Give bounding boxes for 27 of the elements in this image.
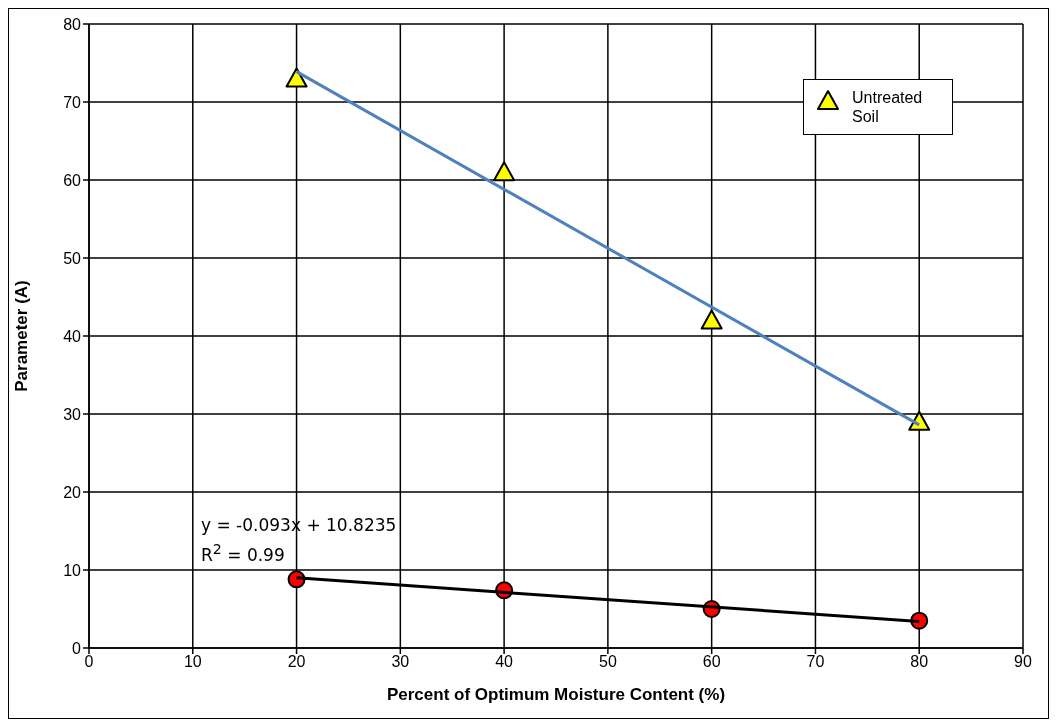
y-tick-label: 20 — [63, 483, 82, 501]
x-tick-label: 50 — [598, 653, 617, 671]
x-tick-label: 90 — [1014, 653, 1032, 671]
x-tick-label: 70 — [806, 653, 825, 671]
y-axis-title: Parameter (A) — [12, 280, 32, 392]
y-tick-label: 40 — [63, 327, 82, 345]
y-tick-label: 60 — [63, 171, 82, 189]
x-tick-label: 80 — [910, 653, 929, 671]
x-tick-label: 0 — [84, 653, 94, 671]
x-tick-label: 40 — [495, 653, 514, 671]
y-tick-label: 80 — [63, 15, 82, 33]
x-tick-label: 60 — [702, 653, 721, 671]
legend-box: Untreated Soil — [803, 79, 953, 135]
point — [493, 161, 516, 182]
point — [285, 67, 308, 88]
y-tick-label: 50 — [63, 249, 82, 267]
x-tick-label: 30 — [391, 653, 410, 671]
y-tick-label: 70 — [63, 93, 82, 111]
y-tick-label: 0 — [72, 639, 82, 657]
y-tick-label: 10 — [63, 561, 82, 579]
annotation: R$^{2}$ = 0.99 — [201, 540, 286, 567]
x-tick-label: 10 — [183, 653, 202, 671]
legend-label: Untreated Soil — [852, 88, 924, 126]
y-tick-label: 30 — [63, 405, 82, 423]
x-axis-title: Percent of Optimum Moisture Content (%) — [386, 685, 726, 704]
x-tick-label: 20 — [287, 653, 306, 671]
point — [700, 309, 723, 330]
